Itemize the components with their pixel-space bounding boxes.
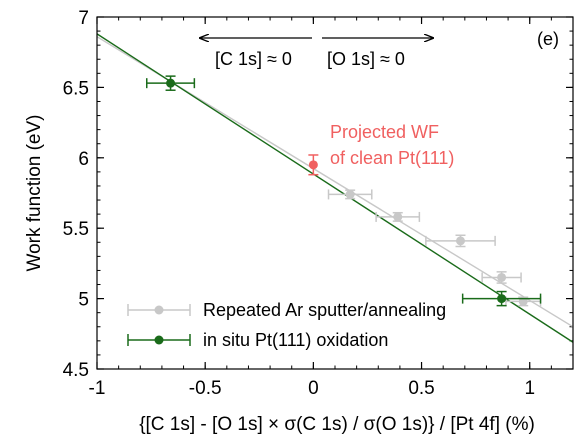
y-tick-label: 5.5 (63, 219, 89, 240)
x-tick-label: 1 (524, 378, 535, 399)
legend-label-gray: Repeated Ar sputter/annealing (203, 300, 446, 320)
projected-wf-label-line2: of clean Pt(111) (330, 148, 454, 168)
fit-lines (97, 33, 573, 343)
data-points (146, 75, 542, 307)
y-tick-label: 5 (78, 290, 89, 311)
data-point-series-0 (481, 271, 522, 284)
marker (497, 272, 507, 282)
legend-entry-gray: Repeated Ar sputter/annealing (127, 300, 446, 320)
y-tick-label: 6 (78, 149, 89, 170)
data-point-series-0 (327, 189, 373, 200)
legend: Repeated Ar sputter/annealing in situ Pt… (127, 300, 446, 350)
left-arrow-label: [C 1s] ≈ 0 (215, 49, 292, 69)
legend-entry-green: in situ Pt(111) oxidation (127, 330, 388, 350)
data-point-series-0 (425, 234, 496, 248)
marker (393, 212, 403, 222)
data-point-series-0 (375, 211, 421, 222)
y-tick-label: 6.5 (63, 78, 89, 99)
marker (308, 160, 318, 170)
y-tick-label: 7 (78, 8, 89, 29)
fit-line-series-1 (97, 33, 573, 343)
plot-frame (96, 16, 574, 370)
x-tick-label: -1 (89, 378, 106, 399)
marker (497, 294, 507, 304)
panel-label: (e) (537, 29, 559, 49)
marker (166, 78, 176, 88)
x-tick-label: 0 (308, 378, 319, 399)
y-tick-label: 4.5 (63, 360, 89, 381)
marker (455, 236, 465, 246)
y-axis-title: Work function (eV) (24, 115, 45, 272)
legend-label-green: in situ Pt(111) oxidation (203, 330, 388, 350)
right-arrow-label: [O 1s] ≈ 0 (327, 49, 405, 69)
projected-wf-label-line1: Projected WF (330, 122, 439, 142)
data-point-series-1 (461, 290, 542, 307)
x-axis-title: {[C 1s] - [O 1s] × σ(C 1s) / σ(O 1s)} / … (139, 414, 535, 435)
x-tick-label: 0.5 (408, 378, 434, 399)
marker (345, 189, 355, 199)
data-point-series-2 (308, 154, 319, 176)
x-tick-label: -0.5 (189, 378, 222, 399)
data-point-series-1 (146, 75, 196, 91)
